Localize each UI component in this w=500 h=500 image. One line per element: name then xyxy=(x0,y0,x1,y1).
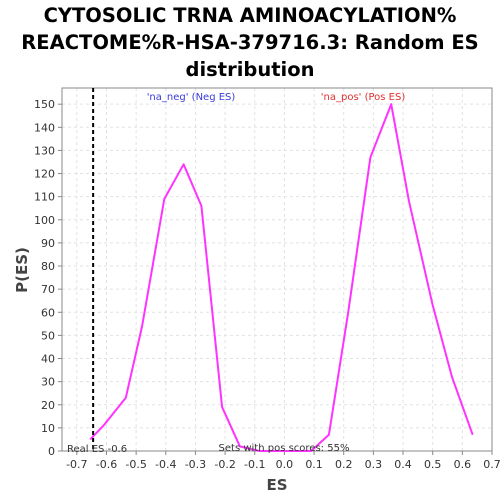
x-tick-label: 0.7 xyxy=(483,458,500,471)
x-tick-label: 0.4 xyxy=(394,458,412,471)
x-tick-label: -0.3 xyxy=(185,458,206,471)
chart-title-line-3: distribution xyxy=(186,58,315,81)
x-tick-label: -0.4 xyxy=(155,458,176,471)
neg-es-label: 'na_neg' (Neg ES) xyxy=(147,92,236,103)
y-tick-label: 120 xyxy=(34,168,55,181)
y-tick-label: 110 xyxy=(34,191,55,204)
pos-es-label: 'na_pos' (Pos ES) xyxy=(321,92,406,103)
axis-ticks: -0.7 -0.6 -0.5 -0.4 -0.3 -0.2 -0.1 0.0 0.1 0.2 0.3… xyxy=(34,98,500,471)
data-layer xyxy=(89,88,474,452)
x-tick-label: 0.5 xyxy=(424,458,442,471)
es-distribution-line xyxy=(89,103,474,452)
y-tick-label: 130 xyxy=(34,144,55,157)
y-tick-label: 50 xyxy=(41,329,55,342)
y-tick-label: 60 xyxy=(41,306,55,319)
y-tick-label: 40 xyxy=(41,353,55,366)
y-tick-label: 90 xyxy=(41,237,55,250)
x-axis-title: ES xyxy=(266,476,287,494)
pos-scores-footer: Sets with pos scores: 55% xyxy=(219,443,350,454)
chart-title: CYTOSOLIC TRNA AMINOACYLATION% REACTOME%… xyxy=(21,4,478,81)
x-tick-label: -0.1 xyxy=(244,458,265,471)
x-tick-label: 0.0 xyxy=(276,458,294,471)
y-axis-title: P(ES) xyxy=(13,247,31,293)
real-es-label: Real ES -0.6 xyxy=(67,444,127,455)
y-tick-label: 30 xyxy=(41,376,55,389)
chart-title-line-1: CYTOSOLIC TRNA AMINOACYLATION% xyxy=(44,4,457,27)
x-tick-label: -0.2 xyxy=(214,458,235,471)
y-tick-label: 0 xyxy=(48,445,55,458)
chart-title-line-2: REACTOME%R-HSA-379716.3: Random ES xyxy=(21,31,478,54)
y-tick-label: 80 xyxy=(41,260,55,273)
x-tick-label: -0.5 xyxy=(125,458,146,471)
y-tick-label: 10 xyxy=(41,422,55,435)
x-tick-label: 0.2 xyxy=(335,458,353,471)
y-tick-label: 100 xyxy=(34,214,55,227)
x-tick-label: 0.1 xyxy=(305,458,323,471)
y-tick-label: 150 xyxy=(34,98,55,111)
y-tick-label: 70 xyxy=(41,283,55,296)
y-tick-label: 140 xyxy=(34,121,55,134)
x-tick-label: 0.3 xyxy=(365,458,383,471)
x-tick-label: -0.7 xyxy=(66,458,87,471)
x-tick-label: -0.6 xyxy=(96,458,117,471)
y-tick-label: 20 xyxy=(41,399,55,412)
x-tick-label: 0.6 xyxy=(454,458,472,471)
